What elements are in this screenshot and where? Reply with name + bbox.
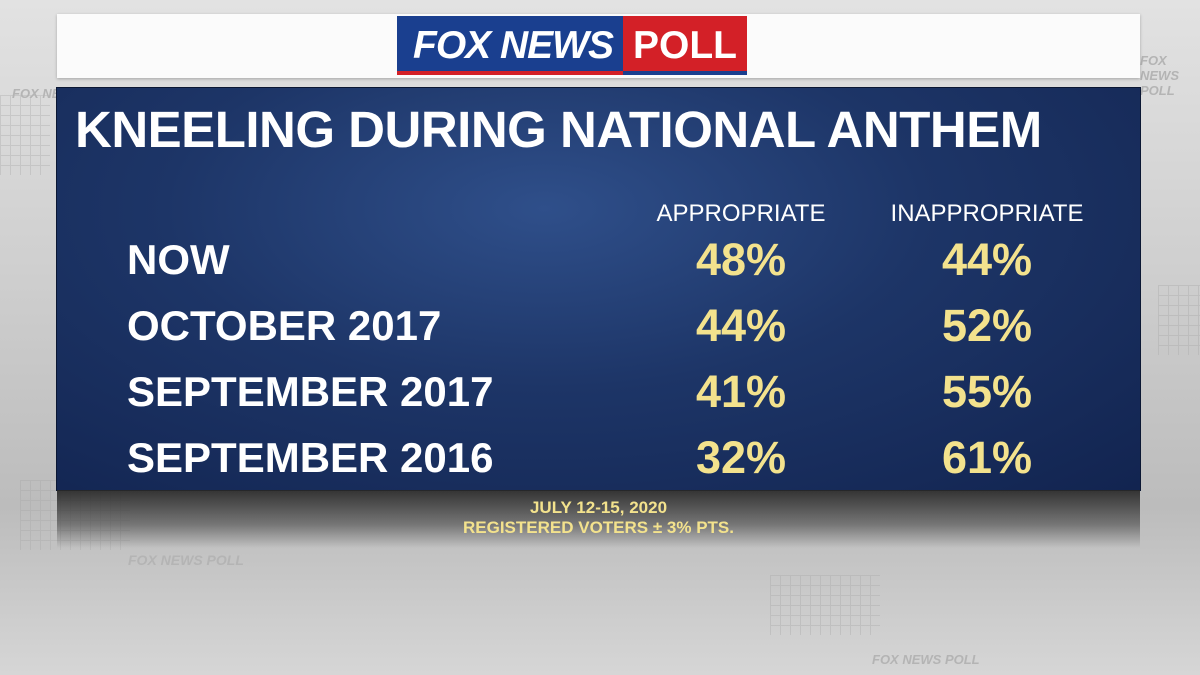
value-appropriate: 48% xyxy=(695,234,787,285)
fox-news-poll-logo: FOX NEWS POLL xyxy=(397,16,748,75)
table-row: SEPTEMBER 2017 41% 55% xyxy=(57,362,1140,422)
row-label: NOW xyxy=(127,236,230,283)
row-label: OCTOBER 2017 xyxy=(127,302,442,349)
poll-sample-info: REGISTERED VOTERS ± 3% PTS. xyxy=(463,518,734,537)
value-inappropriate: 52% xyxy=(941,300,1033,351)
row-label: SEPTEMBER 2017 xyxy=(127,368,494,415)
column-header-inappropriate: INAPPROPRIATE xyxy=(890,200,1084,227)
logo-poll-text: POLL xyxy=(623,16,748,75)
poll-panel: KNEELING DURING NATIONAL ANTHEM APPROPRI… xyxy=(57,88,1140,490)
value-appropriate: 41% xyxy=(695,366,787,417)
row-label: SEPTEMBER 2016 xyxy=(127,434,494,481)
background-watermark: FOX NEWS POLL xyxy=(1140,53,1179,98)
table-row: NOW 48% 44% xyxy=(57,230,1140,290)
poll-title: KNEELING DURING NATIONAL ANTHEM xyxy=(75,101,1042,158)
background-watermark: FOX NEWS POLL xyxy=(128,552,244,568)
table-row: SEPTEMBER 2016 32% 61% xyxy=(57,428,1140,488)
background-pattern xyxy=(770,575,880,635)
value-appropriate: 44% xyxy=(695,300,787,351)
table-row: OCTOBER 2017 44% 52% xyxy=(57,296,1140,356)
value-appropriate: 32% xyxy=(695,432,787,483)
column-header-appropriate: APPROPRIATE xyxy=(656,200,826,227)
background-watermark: FOX NEWS POLL xyxy=(872,652,980,667)
background-pattern xyxy=(0,95,50,175)
poll-dates: JULY 12-15, 2020 xyxy=(529,498,668,517)
value-inappropriate: 44% xyxy=(941,234,1033,285)
footer-band: JULY 12-15, 2020 REGISTERED VOTERS ± 3% … xyxy=(57,490,1140,548)
background-pattern xyxy=(1158,285,1200,355)
value-inappropriate: 61% xyxy=(941,432,1033,483)
logo-fox-news-text: FOX NEWS xyxy=(397,16,624,75)
value-inappropriate: 55% xyxy=(941,366,1033,417)
